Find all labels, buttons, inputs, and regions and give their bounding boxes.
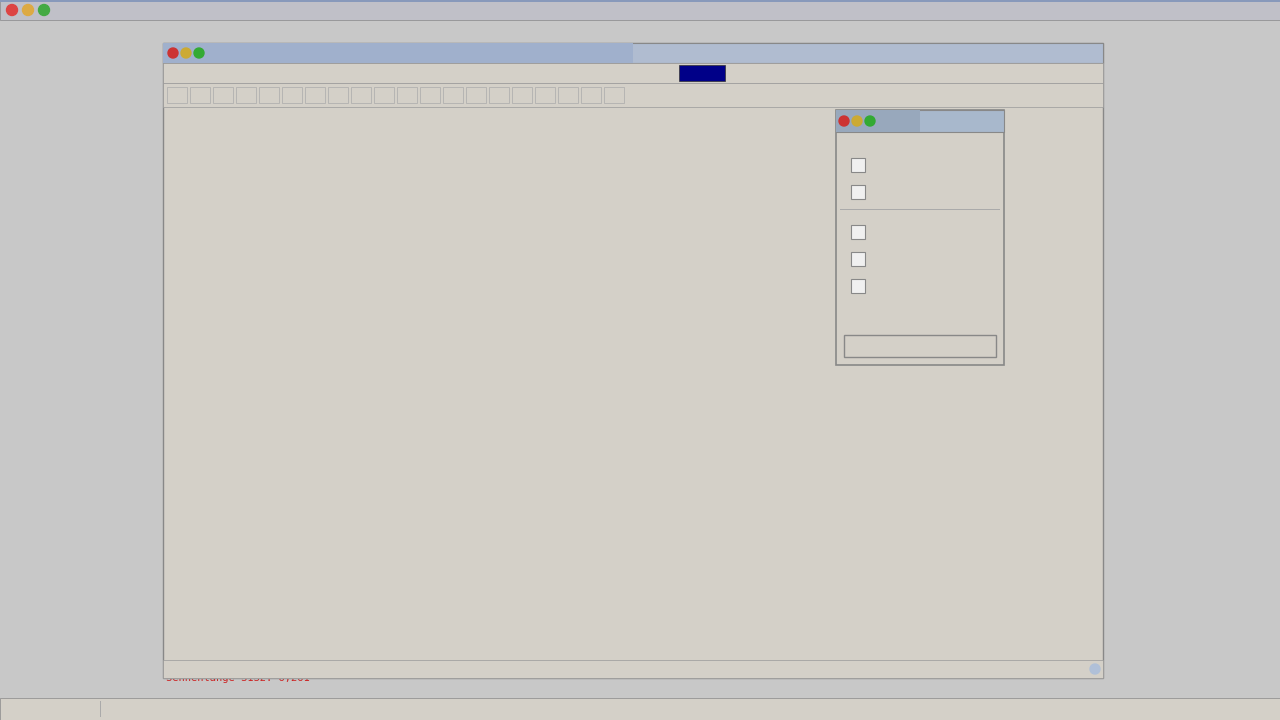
Circle shape [23, 4, 33, 16]
Text: ✓: ✓ [852, 159, 861, 169]
FancyBboxPatch shape [163, 660, 1103, 678]
FancyBboxPatch shape [0, 698, 1280, 720]
Text: Schnittpunkt 1: S1 (0,2 / 1,6): Schnittpunkt 1: S1 (0,2 / 1,6) [166, 593, 353, 603]
Text: Sehnenlänge S1S2: 6,261: Sehnenlänge S1S2: 6,261 [166, 673, 310, 683]
Text: Koordinaten: Koordinaten [870, 279, 942, 292]
Text: S1 (0,2 / 1,6): S1 (0,2 / 1,6) [666, 336, 753, 346]
FancyBboxPatch shape [535, 87, 556, 103]
Text: Hilfe: Hilfe [741, 68, 772, 78]
FancyBboxPatch shape [851, 252, 865, 266]
Text: Gleichung: Y = -2·X + 2: Gleichung: Y = -2·X + 2 [166, 498, 310, 508]
FancyBboxPatch shape [236, 87, 256, 103]
FancyBboxPatch shape [328, 87, 348, 103]
Circle shape [38, 4, 50, 16]
Text: Gerade:: Gerade: [166, 418, 210, 428]
FancyBboxPatch shape [489, 87, 509, 103]
Text: Kreis - Gerade - [Beispiel 7]: Kreis - Gerade - [Beispiel 7] [211, 47, 417, 60]
Text: ✓: ✓ [852, 253, 861, 263]
FancyBboxPatch shape [163, 43, 1103, 63]
FancyBboxPatch shape [604, 87, 625, 103]
FancyBboxPatch shape [305, 87, 325, 103]
FancyBboxPatch shape [166, 87, 187, 103]
Circle shape [1091, 664, 1100, 674]
FancyBboxPatch shape [0, 0, 1280, 2]
Text: Radius: r = 3,162: Radius: r = 3,162 [166, 283, 273, 293]
Text: Kreis - Gerade: Kreis - Gerade [110, 704, 205, 714]
FancyBboxPatch shape [581, 87, 602, 103]
FancyBboxPatch shape [678, 65, 724, 81]
FancyBboxPatch shape [851, 185, 865, 199]
FancyBboxPatch shape [851, 279, 865, 293]
FancyBboxPatch shape [836, 110, 920, 132]
Text: Transformation: Transformation [383, 68, 471, 78]
Circle shape [838, 116, 849, 126]
FancyBboxPatch shape [420, 87, 440, 103]
Text: Mittelpunkt: M (2 / -1): Mittelpunkt: M (2 / -1) [166, 243, 310, 253]
Text: Beschriftung: Beschriftung [605, 68, 680, 78]
FancyBboxPatch shape [466, 87, 486, 103]
Text: Darstellen: Darstellen [474, 68, 535, 78]
FancyBboxPatch shape [836, 110, 1004, 132]
FancyBboxPatch shape [851, 225, 865, 239]
Text: Umfang: U = 19,869: Umfang: U = 19,869 [166, 362, 278, 372]
Text: Ausblenden: Ausblenden [886, 340, 955, 353]
Text: Y: Y [667, 112, 677, 125]
Text: Schnittpunkt 2: S2 (3 / -4): Schnittpunkt 2: S2 (3 / -4) [166, 633, 334, 643]
Circle shape [852, 116, 861, 126]
FancyBboxPatch shape [851, 158, 865, 172]
FancyBboxPatch shape [512, 87, 532, 103]
Text: Kreis - Gerade: Kreis - Gerade [882, 116, 969, 126]
Text: Einstellungen: Einstellungen [211, 68, 292, 78]
FancyBboxPatch shape [212, 87, 233, 103]
Text: Zoom: Zoom [282, 68, 306, 78]
FancyBboxPatch shape [844, 335, 996, 357]
Text: ✓: ✓ [852, 280, 861, 290]
Text: M (2 / -1): M (2 / -1) [705, 401, 768, 411]
Text: Achsenabschnittsform: X/[1] + Y/[2] = 1: Achsenabschnittsform: X/[1] + Y/[2] = 1 [166, 458, 410, 468]
FancyBboxPatch shape [351, 87, 371, 103]
FancyBboxPatch shape [0, 0, 1280, 20]
Text: Professional: Professional [1190, 704, 1272, 714]
Text: Drucken: Drucken [680, 68, 724, 78]
FancyBboxPatch shape [443, 87, 463, 103]
Circle shape [865, 116, 876, 126]
Text: Objekte: Objekte [325, 68, 369, 78]
FancyBboxPatch shape [840, 209, 1000, 210]
Text: Kreis in Koordinatenform: Kreis in Koordinatenform [166, 124, 328, 134]
Text: ✓: ✓ [852, 226, 861, 236]
Text: MATHPROF 5.0: MATHPROF 5.0 [44, 5, 125, 15]
FancyBboxPatch shape [163, 43, 1103, 678]
FancyBboxPatch shape [836, 110, 1004, 365]
Text: Datei: Datei [169, 68, 200, 78]
Text: Normalen: Normalen [870, 184, 928, 197]
FancyBboxPatch shape [259, 87, 279, 103]
Text: Tangenten: Tangenten [870, 158, 933, 171]
Text: Punkte: Punkte [870, 225, 911, 238]
Text: Def. Gleichung: X² + Y²-4·X + 2·Y - 5 = 0: Def. Gleichung: X² + Y²-4·X + 2·Y - 5 = … [166, 163, 422, 174]
Circle shape [6, 4, 18, 16]
Circle shape [180, 48, 191, 58]
Text: Fläche: A = 31,416: Fläche: A = 31,416 [166, 323, 278, 333]
Circle shape [195, 48, 204, 58]
Circle shape [168, 48, 178, 58]
FancyBboxPatch shape [163, 43, 634, 63]
Text: X: X [956, 358, 966, 372]
Text: Gleichung in Mittelpunktform: (X - 2)² + (Y + 1)² = 3,162²: Gleichung in Mittelpunktform: (X - 2)² +… [166, 203, 529, 213]
FancyBboxPatch shape [397, 87, 417, 103]
FancyBboxPatch shape [189, 87, 210, 103]
Text: X: -19,49   Y: 11,34   Phi: 149,812° = 2,615 rad   Radius r = 22,549: X: -19,49 Y: 11,34 Phi: 149,812° = 2,615… [172, 664, 596, 674]
Text: Beschriftung: Beschriftung [870, 251, 946, 264]
FancyBboxPatch shape [558, 87, 579, 103]
Text: S2 (3 / -4): S2 (3 / -4) [728, 465, 797, 475]
Text: MATHPROF 5.0: MATHPROF 5.0 [8, 704, 90, 714]
Text: Eigenschaft: Eigenschaft [538, 68, 607, 78]
FancyBboxPatch shape [163, 83, 1103, 107]
Text: Nullstelle: X = 1: Nullstelle: X = 1 [166, 538, 273, 548]
FancyBboxPatch shape [163, 63, 1103, 83]
FancyBboxPatch shape [282, 87, 302, 103]
FancyBboxPatch shape [374, 87, 394, 103]
